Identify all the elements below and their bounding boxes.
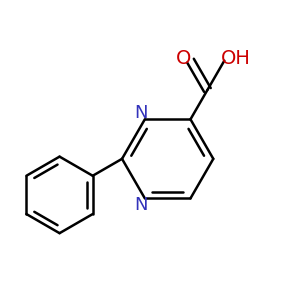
Text: OH: OH: [220, 49, 250, 68]
Text: N: N: [134, 196, 148, 214]
Text: O: O: [176, 49, 192, 68]
Text: N: N: [134, 104, 148, 122]
